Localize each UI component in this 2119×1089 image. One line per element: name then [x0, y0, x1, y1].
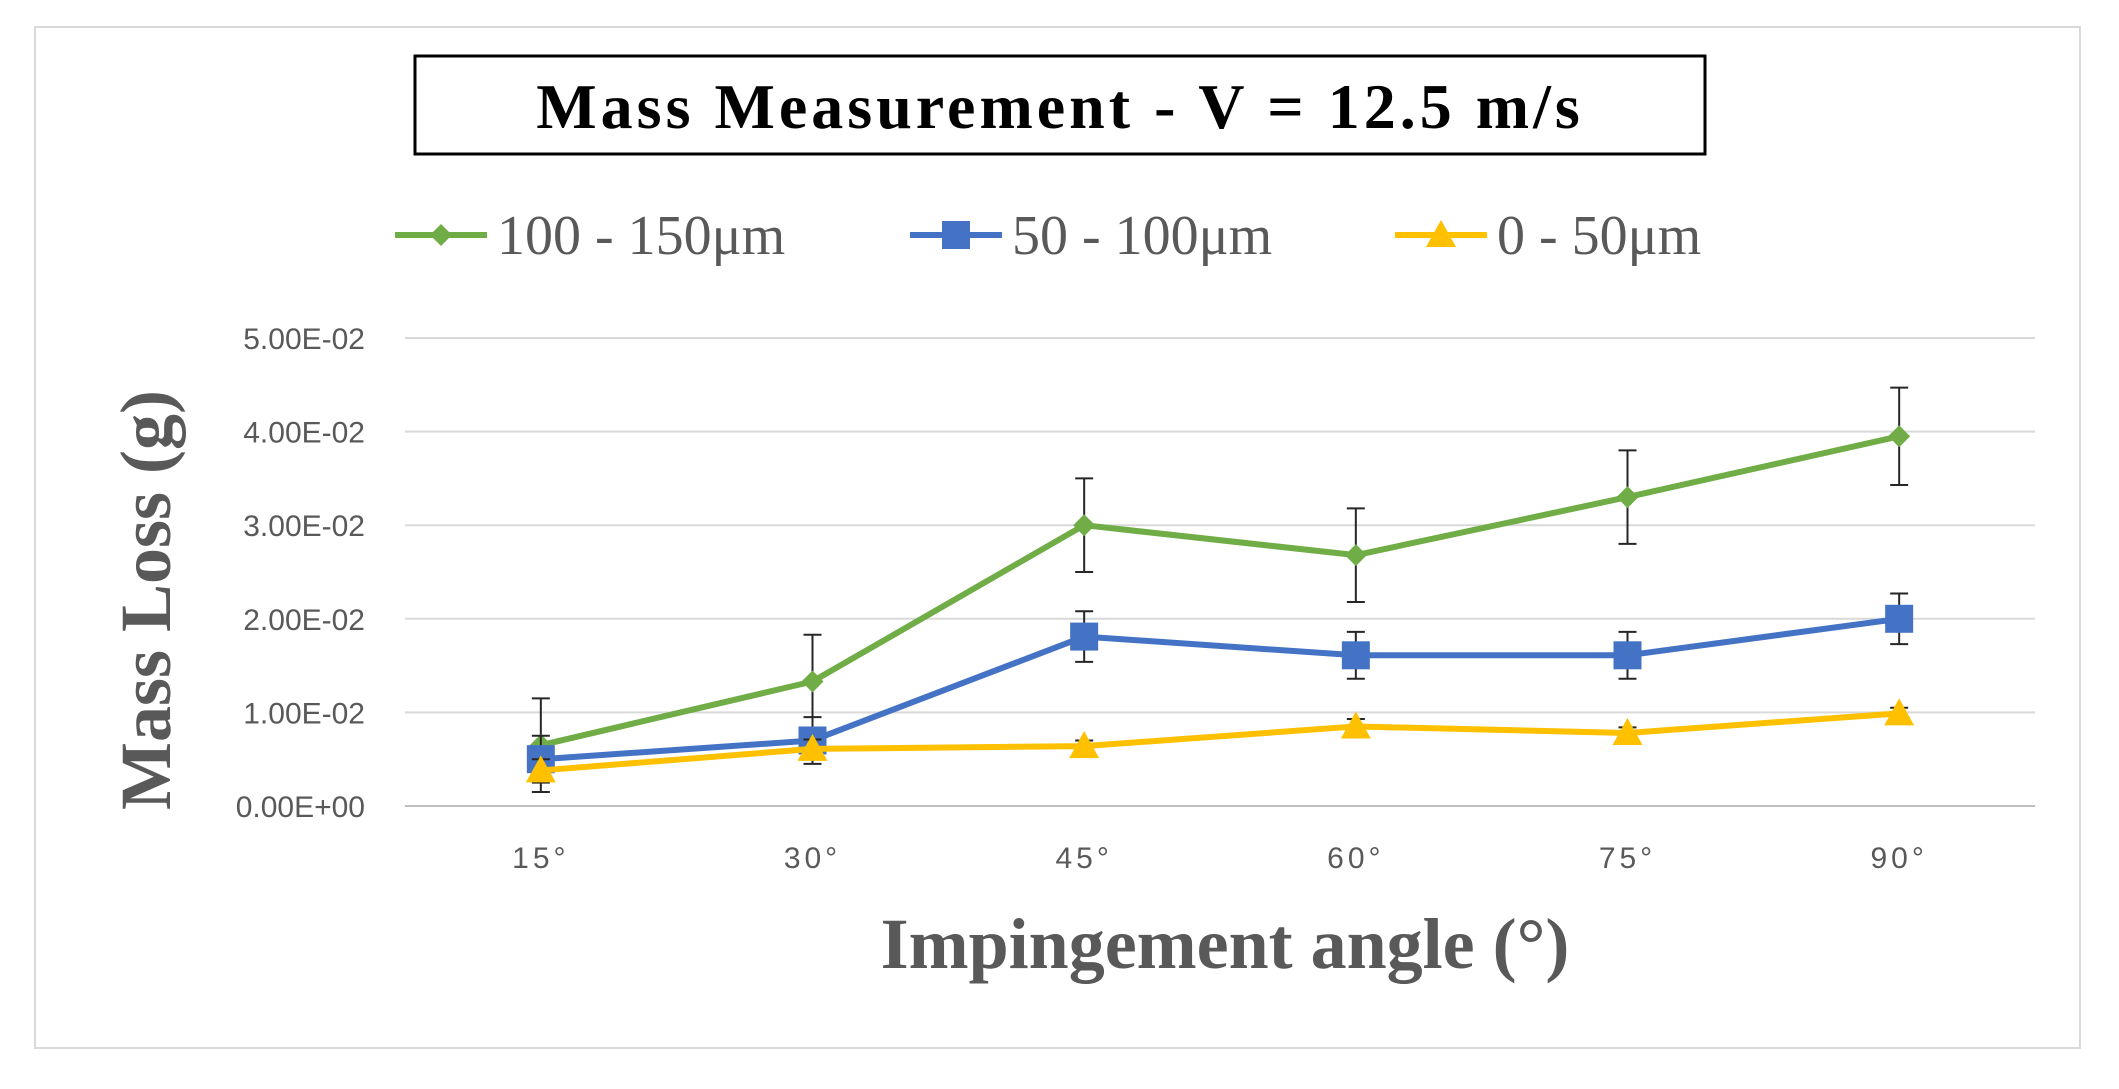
legend: 100 - 150μm 50 - 100μm 0 - 50μm: [395, 205, 1701, 267]
legend-marker: [942, 221, 970, 249]
legend-item: 0 - 50μm: [1395, 205, 1701, 267]
chart-title: Mass Measurement - V = 12.5 m/s: [536, 71, 1584, 142]
x-tick-label: 75°: [1599, 842, 1656, 875]
series-line: [540, 615, 1900, 763]
y-axis-title: Mass Loss (g): [106, 390, 186, 810]
x-tick-label: 30°: [784, 842, 841, 875]
series-line: [540, 433, 1900, 749]
legend-marker: [1426, 220, 1456, 247]
series-2: [525, 698, 1915, 783]
legend-marker: [430, 224, 452, 246]
x-tick-label: 60°: [1327, 842, 1384, 875]
data-point: [1070, 622, 1099, 651]
legend-item: 100 - 150μm: [395, 205, 785, 267]
x-axis-title: Impingement angle (°): [881, 904, 1570, 984]
x-tick-label: 15°: [512, 842, 569, 875]
legend-label: 50 - 100μm: [1012, 205, 1272, 267]
chart-title-box: [413, 54, 1707, 156]
data-point: [1616, 486, 1639, 509]
y-tick-label: 3.00E-02: [243, 510, 365, 543]
series-line: [540, 710, 1900, 774]
x-axis-ticks: 15° 30° 45° 60° 75° 90°: [512, 842, 1927, 875]
data-point: [1341, 641, 1370, 670]
x-tick-label: 90°: [1870, 842, 1927, 875]
data-point: [1613, 641, 1642, 670]
x-tick-label: 45°: [1055, 842, 1112, 875]
y-tick-label: 2.00E-02: [243, 604, 365, 637]
legend-label: 0 - 50μm: [1497, 205, 1701, 267]
data-point: [1888, 425, 1911, 448]
data-point: [1069, 731, 1100, 759]
series-1: [526, 592, 1914, 784]
data-point: [1073, 514, 1096, 537]
y-tick-label: 5.00E-02: [243, 323, 365, 356]
data-point: [797, 733, 828, 761]
legend-item: 50 - 100μm: [910, 205, 1272, 267]
data-point: [1884, 698, 1915, 726]
y-tick-label: 4.00E-02: [243, 417, 365, 450]
data-point: [1612, 717, 1643, 745]
y-axis-ticks: 0.00E+00 1.00E-02 2.00E-02 3.00E-02 4.00E-02…: [236, 323, 365, 824]
data-point: [525, 755, 556, 783]
data-point: [1344, 544, 1367, 567]
data-point: [1885, 604, 1914, 633]
data-point: [1340, 711, 1371, 739]
data-point: [801, 670, 824, 693]
y-tick-label: 1.00E-02: [243, 697, 365, 730]
series-0: [529, 386, 1911, 793]
y-tick-label: 0.00E+00: [236, 791, 365, 824]
legend-label: 100 - 150μm: [497, 205, 785, 267]
series-layer: [525, 386, 1915, 793]
